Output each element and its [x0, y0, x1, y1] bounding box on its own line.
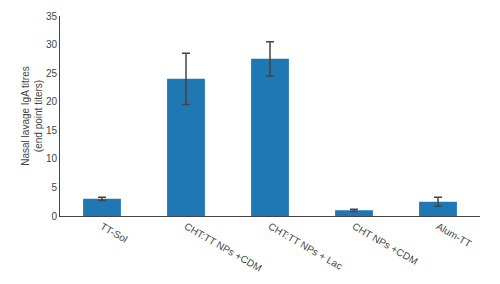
svg-text:Nasal lavage IgA titres(end po: Nasal lavage IgA titres(end point titers…: [20, 66, 44, 166]
svg-text:10: 10: [46, 153, 58, 164]
svg-text:20: 20: [46, 96, 58, 107]
svg-text:25: 25: [46, 68, 58, 79]
svg-text:0: 0: [51, 211, 57, 222]
svg-text:Alum-TT: Alum-TT: [435, 221, 474, 250]
svg-text:CHT:TT NPs +CDM: CHT:TT NPs +CDM: [183, 221, 264, 274]
svg-text:15: 15: [46, 125, 58, 136]
svg-text:30: 30: [46, 39, 58, 50]
svg-text:CHT:TT NPs + Lac: CHT:TT NPs + Lac: [267, 221, 345, 272]
svg-text:CHT NPs +CDM: CHT NPs +CDM: [351, 221, 420, 267]
svg-text:5: 5: [51, 182, 57, 193]
svg-text:TT-Sol: TT-Sol: [99, 221, 130, 245]
svg-text:35: 35: [46, 11, 58, 22]
